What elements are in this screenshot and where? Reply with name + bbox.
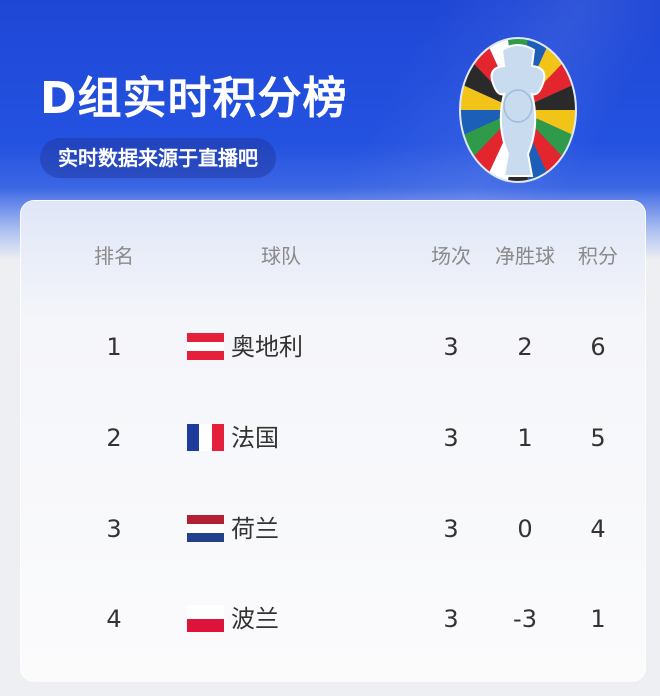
team-name: 波兰 bbox=[231, 605, 279, 633]
page-title: D组实时积分榜 bbox=[40, 73, 348, 124]
table-row[interactable]: 1 奥地利 3 2 6 bbox=[21, 327, 647, 367]
table-row[interactable]: 2 法国 3 1 5 bbox=[21, 418, 647, 458]
rank: 1 bbox=[106, 333, 122, 361]
team-name: 法国 bbox=[231, 424, 279, 452]
col-rank: 排名 bbox=[94, 244, 134, 268]
goal-diff: -3 bbox=[513, 605, 537, 633]
country-flag-icon bbox=[187, 605, 224, 632]
goal-diff: 1 bbox=[517, 424, 533, 452]
col-points: 积分 bbox=[578, 244, 618, 268]
played: 3 bbox=[443, 424, 459, 452]
euro-trophy-logo bbox=[459, 37, 577, 183]
table-row[interactable]: 4 波兰 3 -3 1 bbox=[21, 599, 647, 639]
logo-ray bbox=[460, 58, 518, 110]
rank: 3 bbox=[106, 515, 122, 543]
col-team: 球队 bbox=[261, 244, 301, 268]
team-name: 荷兰 bbox=[231, 515, 279, 543]
logo-ray bbox=[518, 110, 576, 182]
played: 3 bbox=[443, 333, 459, 361]
logo-ray bbox=[518, 58, 576, 110]
country-flag-icon bbox=[187, 424, 224, 451]
table-header: 排名 球队 场次 净胜球 积分 bbox=[21, 236, 647, 276]
logo-ray bbox=[460, 110, 518, 182]
table-row[interactable]: 3 荷兰 3 0 4 bbox=[21, 509, 647, 549]
points: 1 bbox=[590, 605, 606, 633]
goal-diff: 0 bbox=[517, 515, 533, 543]
points: 4 bbox=[590, 515, 606, 543]
played: 3 bbox=[443, 605, 459, 633]
logo-ray bbox=[460, 110, 518, 162]
points: 5 bbox=[590, 424, 606, 452]
points: 6 bbox=[590, 333, 606, 361]
header-banner: D组实时积分榜 实时数据来源于直播吧 bbox=[0, 0, 660, 260]
rank: 2 bbox=[106, 424, 122, 452]
logo-ray bbox=[518, 110, 576, 162]
played: 3 bbox=[443, 515, 459, 543]
country-flag-icon bbox=[187, 333, 224, 360]
country-flag-icon bbox=[187, 515, 224, 542]
col-played: 场次 bbox=[431, 244, 471, 268]
source-badge: 实时数据来源于直播吧 bbox=[40, 138, 276, 178]
rank: 4 bbox=[106, 605, 122, 633]
col-goal-diff: 净胜球 bbox=[495, 244, 555, 268]
goal-diff: 2 bbox=[517, 333, 533, 361]
team-name: 奥地利 bbox=[231, 333, 303, 361]
